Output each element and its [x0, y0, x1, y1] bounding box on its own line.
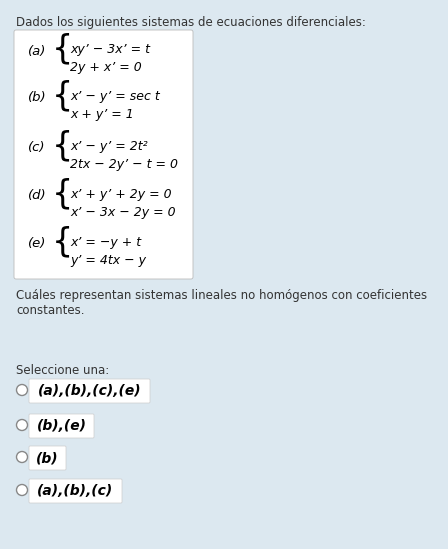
Text: (d): (d) — [28, 189, 47, 203]
FancyBboxPatch shape — [29, 414, 94, 438]
Text: (b): (b) — [36, 451, 59, 465]
Circle shape — [17, 384, 27, 395]
Text: x’ − y’ = sec t: x’ − y’ = sec t — [70, 90, 160, 103]
Text: x + y’ = 1: x + y’ = 1 — [70, 108, 134, 121]
Text: (e): (e) — [28, 238, 47, 250]
Text: Seleccione una:: Seleccione una: — [16, 364, 109, 377]
Text: x’ − y’ = 2t²: x’ − y’ = 2t² — [70, 140, 148, 153]
Text: Dados los siguientes sistemas de ecuaciones diferenciales:: Dados los siguientes sistemas de ecuacio… — [16, 16, 366, 29]
Text: {: { — [52, 177, 73, 210]
FancyBboxPatch shape — [14, 30, 193, 279]
FancyBboxPatch shape — [29, 479, 122, 503]
Text: Cuáles representan sistemas lineales no homógenos con coeficientes constantes.: Cuáles representan sistemas lineales no … — [16, 289, 427, 317]
Circle shape — [17, 485, 27, 496]
FancyBboxPatch shape — [29, 446, 66, 470]
Text: x’ + y’ + 2y = 0: x’ + y’ + 2y = 0 — [70, 188, 172, 201]
Text: xy’ − 3x’ = t: xy’ − 3x’ = t — [70, 43, 150, 56]
Text: 2tx − 2y’ − t = 0: 2tx − 2y’ − t = 0 — [70, 158, 178, 171]
Text: {: { — [52, 226, 73, 259]
Circle shape — [17, 451, 27, 462]
Text: 2y + x’ = 0: 2y + x’ = 0 — [70, 61, 142, 74]
Circle shape — [17, 419, 27, 430]
Text: {: { — [52, 32, 73, 65]
Text: (a): (a) — [28, 44, 47, 58]
Text: x’ − 3x − 2y = 0: x’ − 3x − 2y = 0 — [70, 206, 176, 219]
Text: (a),(b),(c): (a),(b),(c) — [37, 484, 114, 498]
Text: (b): (b) — [28, 92, 47, 104]
Text: {: { — [52, 130, 73, 163]
Text: y’ = 4tx − y: y’ = 4tx − y — [70, 254, 146, 267]
Text: (c): (c) — [28, 142, 46, 154]
Text: (a),(b),(c),(e): (a),(b),(c),(e) — [38, 384, 141, 398]
Text: {: { — [52, 80, 73, 113]
Text: x’ = −y + t: x’ = −y + t — [70, 236, 141, 249]
Text: (b),(e): (b),(e) — [36, 419, 86, 433]
FancyBboxPatch shape — [29, 379, 150, 403]
